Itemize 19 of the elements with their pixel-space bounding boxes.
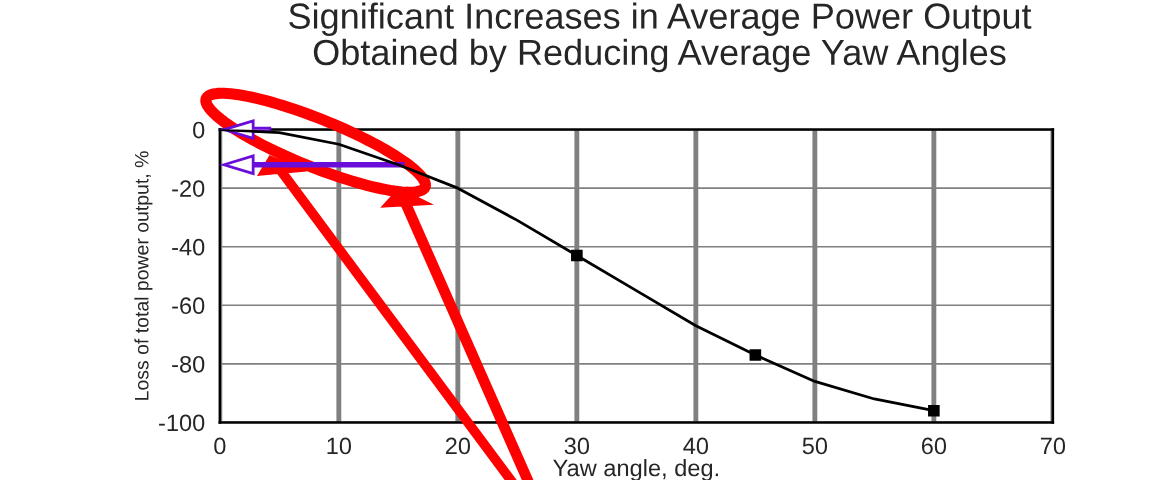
x-tick-label: 50 xyxy=(802,437,828,455)
x-tick-label: 60 xyxy=(921,437,947,455)
y-tick-label: -80 xyxy=(172,355,205,373)
point xyxy=(571,249,583,262)
point xyxy=(749,349,762,361)
y-tick-label: -40 xyxy=(172,238,205,256)
y-tick-label: -20 xyxy=(172,180,205,197)
x-tick-label: 10 xyxy=(327,437,352,455)
x-tick-label: 30 xyxy=(564,437,590,455)
x-tick-label: 0 xyxy=(214,437,226,455)
x-tick-label: 20 xyxy=(445,437,471,455)
x-tick-label: 70 xyxy=(1040,437,1066,455)
y-tick-label: 0 xyxy=(193,121,205,139)
y-axis-title: Loss of total power output, % xyxy=(134,151,153,400)
chart-title: Significant Increases in Average Power Output Obtained by Reducing Average Yaw Angles xyxy=(289,2,1032,73)
y-tick-label: -60 xyxy=(172,297,205,315)
x-tick-label: 40 xyxy=(683,437,709,455)
y-tick-label: -100 xyxy=(159,414,205,432)
point xyxy=(928,404,940,417)
